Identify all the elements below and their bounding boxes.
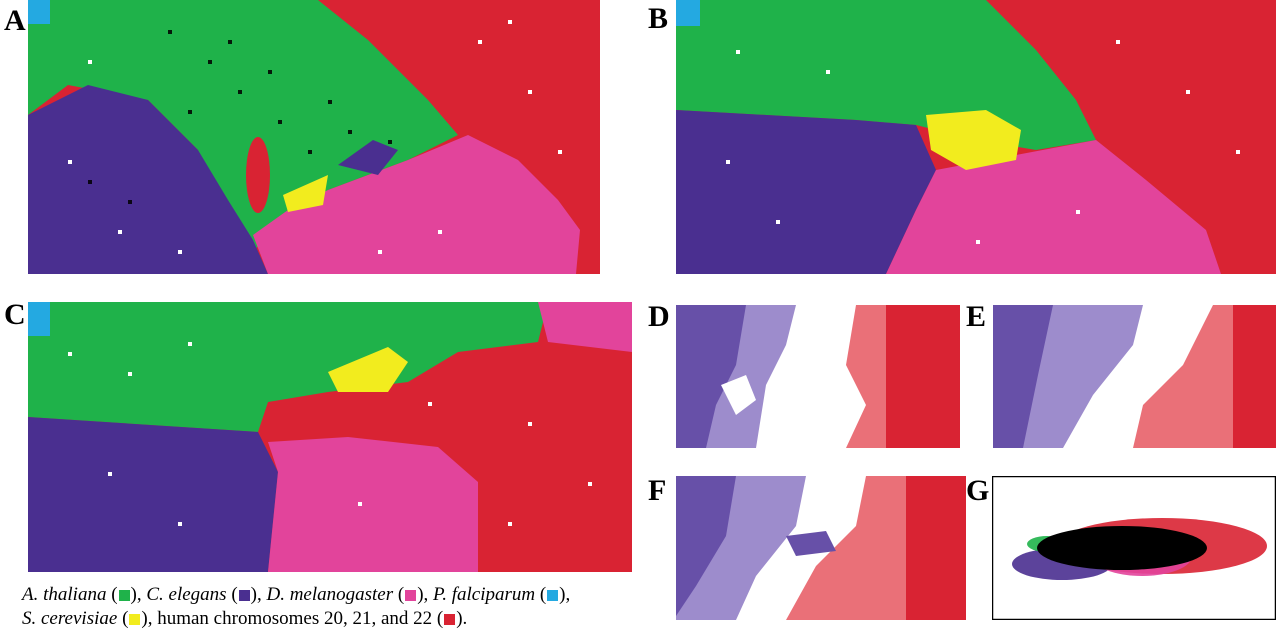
panel-label-d: D xyxy=(648,300,670,333)
panel-label-g: G xyxy=(966,474,990,507)
legend-item-a-thaliana: A. thaliana (), xyxy=(22,584,142,605)
legend-item-human: human chromosomes 20, 21, and 22 (). xyxy=(157,608,468,629)
legend-item-p-falciparum: P. falciparum (), xyxy=(433,584,571,605)
panel-b-map xyxy=(676,0,1276,274)
legend-item-c-elegans: C. elegans (), xyxy=(146,584,262,605)
panel-a-map xyxy=(28,0,600,274)
panel-d-map xyxy=(676,305,960,448)
legend-caption: A. thaliana (), C. elegans (), D. melano… xyxy=(22,583,722,631)
panel-label-a: A xyxy=(4,4,26,37)
panel-g-scatter xyxy=(992,476,1276,620)
panel-label-c: C xyxy=(4,298,26,331)
legend-item-s-cerevisiae: S. cerevisiae (), xyxy=(22,608,153,629)
panel-c-map xyxy=(28,302,632,572)
panel-f-map xyxy=(676,476,966,620)
panel-label-e: E xyxy=(966,300,987,333)
panel-label-b: B xyxy=(648,2,669,35)
panel-label-f: F xyxy=(648,474,667,507)
legend-item-d-melanogaster: D. melanogaster (), xyxy=(266,584,429,605)
panel-e-map xyxy=(993,305,1276,448)
